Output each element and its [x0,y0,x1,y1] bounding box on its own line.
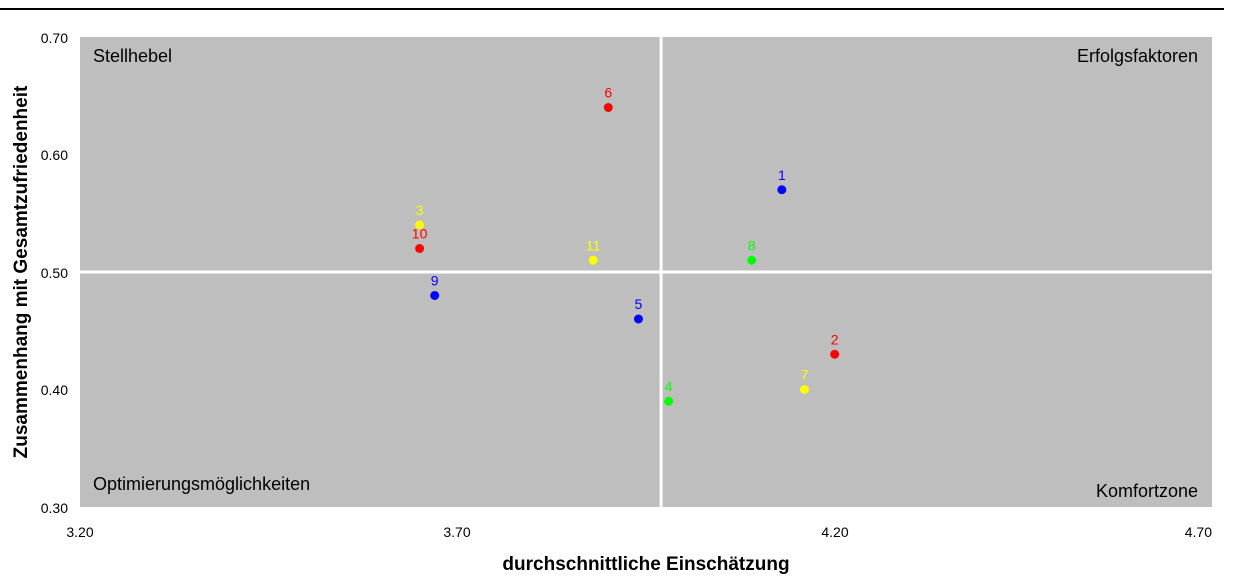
y-axis-title: Zusammenhang mit Gesamtzufriedenheit [11,85,32,458]
data-point-label-8: 8 [748,237,756,253]
y-tick-label: 0.70 [41,30,68,46]
data-points: 1 2 3 4 5 6 7 8 9 10 11 [412,85,840,406]
data-point-label-6: 6 [604,85,612,101]
data-point-2 [830,349,840,359]
data-point-5 [633,314,643,324]
x-axis-title: durchschnittliche Einschätzung [502,554,789,575]
data-point-label-11: 11 [586,237,601,253]
data-point-1 [777,185,787,195]
quadrant-label-optimierungsmoeglichkeiten: Optimierungsmöglichkeiten [93,474,310,494]
quadrant-label-komfortzone: Komfortzone [1096,481,1198,501]
y-axis-ticks: 0.30 0.40 0.50 0.60 0.70 [41,30,68,516]
data-point-8 [747,255,757,265]
y-tick-label: 0.60 [41,147,68,163]
data-point-3 [415,220,425,230]
x-tick-label: 4.20 [821,524,848,540]
data-point-4 [664,396,674,406]
data-point-9 [430,291,440,300]
y-tick-label: 0.30 [41,500,68,516]
x-axis-ticks: 3.20 3.70 4.20 4.70 [66,524,1212,540]
data-point-10 [415,244,425,253]
y-tick-label: 0.40 [41,382,68,398]
x-tick-label: 3.70 [443,524,470,540]
y-tick-label: 0.50 [41,265,68,281]
data-point-label-5: 5 [635,296,643,312]
data-point-label-4: 4 [665,378,673,394]
data-point-label-10: 10 [412,226,428,242]
quadrant-label-stellhebel: Stellhebel [93,46,172,66]
data-point-7 [799,385,809,394]
data-point-label-3: 3 [416,202,424,218]
data-point-label-7: 7 [801,367,809,383]
data-point-label-1: 1 [778,167,786,183]
data-point-11 [588,255,598,265]
data-point-6 [603,103,613,112]
data-point-label-2: 2 [831,331,839,347]
quadrant-label-erfolgsfaktoren: Erfolgsfaktoren [1077,46,1198,66]
x-tick-label: 3.20 [66,524,93,540]
data-point-label-9: 9 [431,273,439,289]
x-tick-label: 4.70 [1185,524,1212,540]
